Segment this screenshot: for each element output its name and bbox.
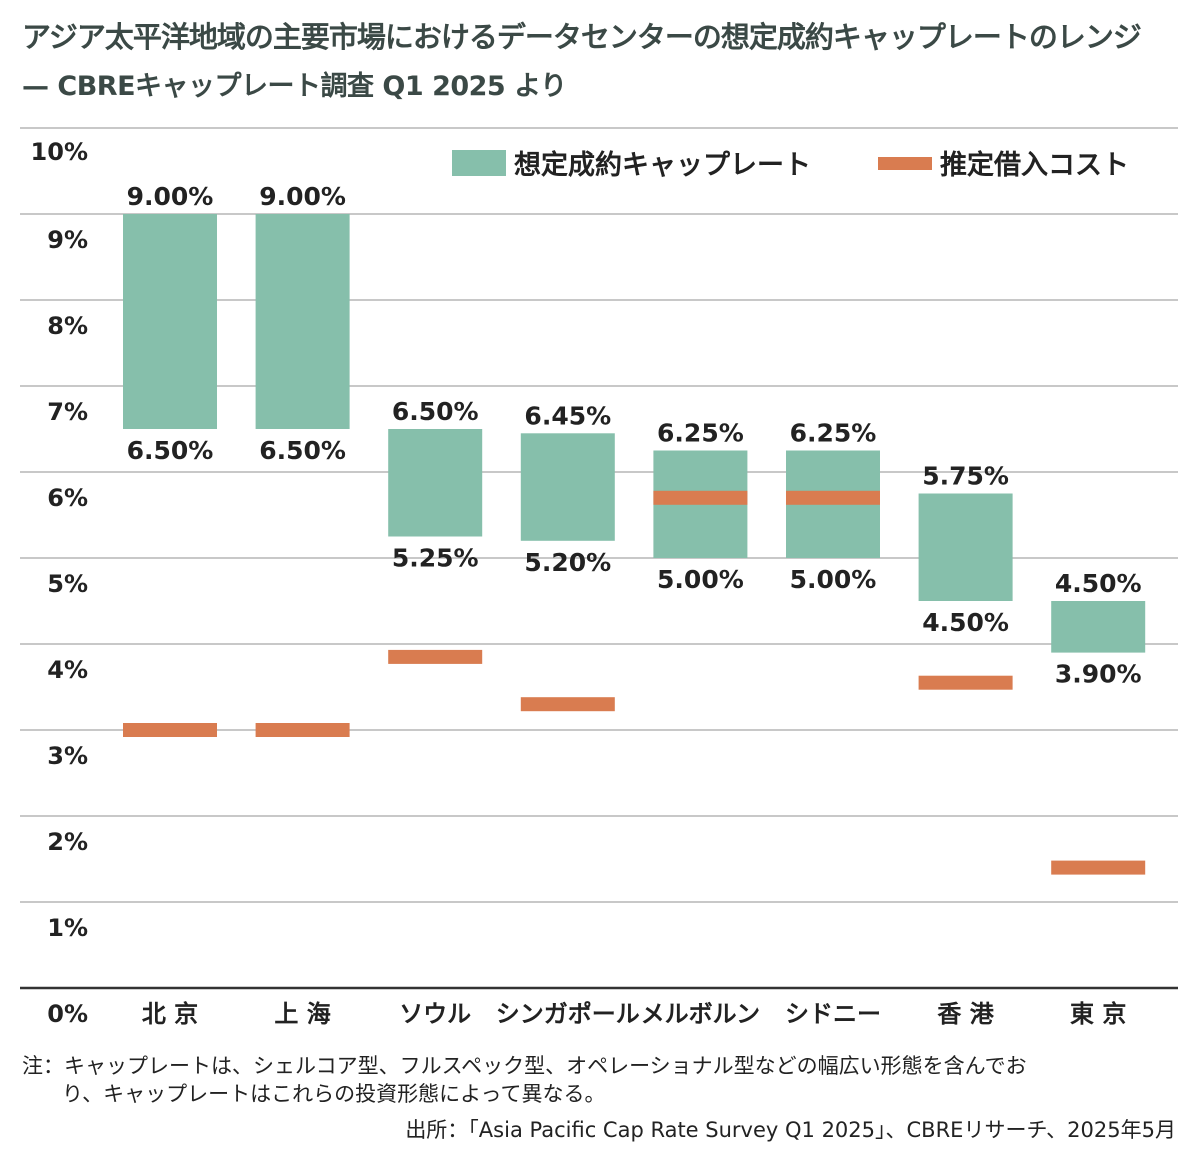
low-value-label: 5.00% [790,565,877,594]
chart-title: アジア太平洋地域の主要市場におけるデータセンターの想定成約キャップレートのレンジ [22,20,1142,54]
y-tick-label: 2% [47,828,88,856]
x-category-label: シドニー [785,1000,881,1028]
range-bar [388,429,483,537]
high-value-label: 4.50% [1055,569,1142,598]
footnote-line-1: 注：キャップレートは、シェルコア型、フルスペック型、オペレーショナル型などの幅広… [22,1054,1027,1078]
borrowing-cost-marker [1051,860,1146,875]
y-tick-label: 0% [47,1000,88,1028]
high-value-label: 9.00% [259,182,346,211]
y-tick-label: 6% [47,484,88,512]
y-tick-label: 4% [47,656,88,684]
high-value-label: 5.75% [922,462,1009,491]
borrowing-cost-marker [520,697,615,712]
x-category-label: 香 港 [937,1000,994,1028]
legend-swatch-cap-rate [452,150,506,176]
y-tick-label: 7% [47,398,88,426]
legend-label-cap-rate: 想定成約キャップレート [514,149,811,181]
y-tick-label: 10% [31,138,88,166]
high-value-label: 6.25% [790,419,877,448]
borrowing-cost-marker [123,723,217,737]
x-category-label: 東 京 [1070,1000,1126,1028]
y-tick-label: 9% [47,226,88,254]
chart-subtitle: — CBREキャップレート調査 Q1 2025 より [22,71,567,102]
low-value-label: 3.90% [1055,660,1142,689]
range-bar [255,214,350,429]
range-bar [1051,601,1146,653]
low-value-label: 5.00% [657,565,744,594]
y-tick-label: 3% [47,742,88,770]
x-category-label: 北 京 [142,1000,198,1028]
borrowing-cost-marker [255,723,350,737]
range-bar [520,433,615,541]
x-category-label: シンガポール [496,1000,640,1028]
borrowing-cost-marker [653,490,748,505]
footnote-line-2: り、キャップレートはこれらの投資形態によって異なる。 [62,1082,606,1106]
range-bar [123,214,217,429]
x-category-label: ソウル [399,1000,471,1028]
low-value-label: 6.50% [259,436,346,465]
low-value-label: 5.20% [524,548,611,577]
legend-swatch-borrowing-cost [878,157,932,170]
x-category-label: メルボルン [641,1000,761,1028]
range-bar [918,493,1013,601]
legend-label-borrowing-cost: 推定借入コスト [940,149,1129,181]
high-value-label: 6.50% [392,397,479,426]
footnote: 注：キャップレートは、シェルコア型、フルスペック型、オペレーショナル型などの幅広… [22,1052,1182,1108]
low-value-label: 5.25% [392,544,479,573]
high-value-label: 9.00% [127,182,214,211]
borrowing-cost-marker [918,675,1013,690]
y-tick-label: 1% [47,914,88,942]
y-tick-label: 5% [47,570,88,598]
low-value-label: 6.50% [127,436,214,465]
low-value-label: 4.50% [922,608,1009,637]
source-note: 出所：「Asia Pacific Cap Rate Survey Q1 2025… [405,1118,1176,1142]
high-value-label: 6.25% [657,419,744,448]
high-value-label: 6.45% [524,401,611,430]
y-tick-label: 8% [47,312,88,340]
borrowing-cost-marker [786,490,880,505]
borrowing-cost-marker [388,649,483,664]
x-category-label: 上 海 [274,1000,330,1028]
